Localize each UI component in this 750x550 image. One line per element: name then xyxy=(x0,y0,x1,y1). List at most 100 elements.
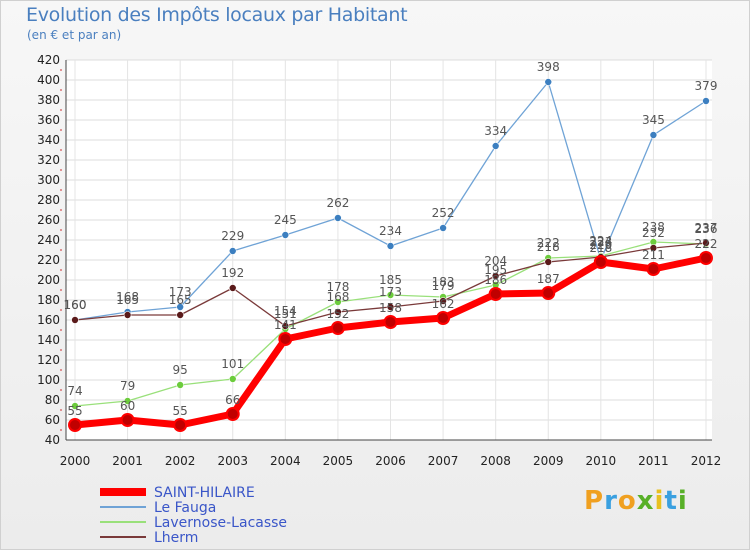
data-label: 95 xyxy=(173,363,188,377)
grid xyxy=(66,59,712,441)
series-point xyxy=(386,303,395,311)
data-label: 151 xyxy=(274,307,297,321)
legend-label: Le Fauga xyxy=(154,500,216,516)
x-tick-label: 2003 xyxy=(217,454,248,468)
plot-area xyxy=(66,60,712,440)
data-label: 334 xyxy=(484,124,507,138)
series-point xyxy=(228,247,237,255)
series-point xyxy=(281,231,290,239)
data-label: 165 xyxy=(169,293,192,307)
data-label: 245 xyxy=(274,213,297,227)
y-tick-label: 240 xyxy=(37,233,60,247)
x-tick-label: 2000 xyxy=(60,454,91,468)
series-point xyxy=(699,251,713,265)
y-tick-label: 160 xyxy=(37,313,60,327)
y-tick-label: 360 xyxy=(37,113,60,127)
series-point xyxy=(491,142,500,150)
y-tick-label: 320 xyxy=(37,153,60,167)
data-label: 186 xyxy=(484,273,507,287)
series-point xyxy=(702,239,710,247)
data-label: 220 xyxy=(589,238,612,252)
series-lines xyxy=(68,78,713,432)
y-tick-label: 100 xyxy=(37,373,60,387)
data-label: 218 xyxy=(537,240,560,254)
series-point xyxy=(228,375,237,383)
series-point xyxy=(225,407,240,421)
legend-label: Lherm xyxy=(154,530,198,546)
data-label: 55 xyxy=(173,404,188,418)
data-label: 74 xyxy=(67,384,82,398)
data-label: 222 xyxy=(695,237,718,251)
y-tick-label: 340 xyxy=(37,133,60,147)
chart-subtitle: (en € et par an) xyxy=(27,28,122,42)
data-label: 232 xyxy=(642,226,665,240)
y-tick-label: 400 xyxy=(37,73,60,87)
series-point xyxy=(176,303,184,311)
series-point xyxy=(702,97,710,105)
series-point xyxy=(436,311,451,325)
series-point xyxy=(646,262,661,276)
series-point xyxy=(439,297,447,305)
series-point xyxy=(334,214,342,222)
data-label: 252 xyxy=(432,206,455,220)
x-tick-label: 2001 xyxy=(112,454,143,468)
data-label: 179 xyxy=(432,279,455,293)
y-tick-label: 40 xyxy=(45,433,60,447)
y-tick-label: 140 xyxy=(37,333,60,347)
data-label: 165 xyxy=(116,293,139,307)
y-tick-label: 120 xyxy=(37,353,60,367)
y-tick-label: 180 xyxy=(37,293,60,307)
data-label: 168 xyxy=(326,290,349,304)
data-label: 141 xyxy=(274,318,297,332)
data-label: 218 xyxy=(589,241,612,255)
x-tick-label: 2011 xyxy=(638,454,669,468)
series-point xyxy=(649,131,658,139)
data-label: 398 xyxy=(537,60,560,74)
series-point xyxy=(71,402,79,410)
x-tick-label: 2012 xyxy=(691,454,722,468)
series-point xyxy=(228,284,237,292)
series-point xyxy=(488,287,503,301)
series-point xyxy=(386,291,395,299)
series-point xyxy=(173,418,188,432)
data-label: 211 xyxy=(642,248,665,262)
data-label: 79 xyxy=(120,379,135,393)
series-point xyxy=(176,311,184,319)
data-label: 154 xyxy=(274,304,297,318)
y-tick-label: 220 xyxy=(37,253,60,267)
series-point xyxy=(383,315,398,329)
x-tick-label: 2007 xyxy=(428,454,459,468)
data-label: 262 xyxy=(326,196,349,210)
series-point xyxy=(71,316,79,324)
legend-label: Lavernose-Lacasse xyxy=(154,515,287,531)
data-label: 192 xyxy=(221,266,244,280)
data-label: 345 xyxy=(642,113,665,127)
data-label: 379 xyxy=(695,79,718,93)
chart-title: Evolution des Impôts locaux par Habitant xyxy=(26,4,408,26)
data-label: 173 xyxy=(379,285,402,299)
series-point xyxy=(334,308,342,316)
series-point xyxy=(68,418,82,432)
y-tick-label: 260 xyxy=(37,213,60,227)
series-point xyxy=(281,322,290,330)
series-point xyxy=(330,321,345,335)
x-tick-label: 2009 xyxy=(533,454,564,468)
series-point xyxy=(278,332,293,346)
x-tick-label: 2004 xyxy=(270,454,301,468)
data-label: 178 xyxy=(326,280,349,294)
data-label: 234 xyxy=(379,224,402,238)
series-point xyxy=(541,286,556,300)
data-label: 162 xyxy=(432,297,455,311)
data-label: 187 xyxy=(537,272,560,286)
data-label: 183 xyxy=(432,275,455,289)
data-label: 60 xyxy=(120,399,135,413)
data-label: 160 xyxy=(64,298,87,312)
data-label: 223 xyxy=(589,235,612,249)
series-point xyxy=(544,258,553,266)
series-point xyxy=(491,272,500,280)
data-label: 204 xyxy=(484,254,507,268)
x-tick-label: 2005 xyxy=(323,454,354,468)
y-tick-label: 300 xyxy=(37,173,60,187)
